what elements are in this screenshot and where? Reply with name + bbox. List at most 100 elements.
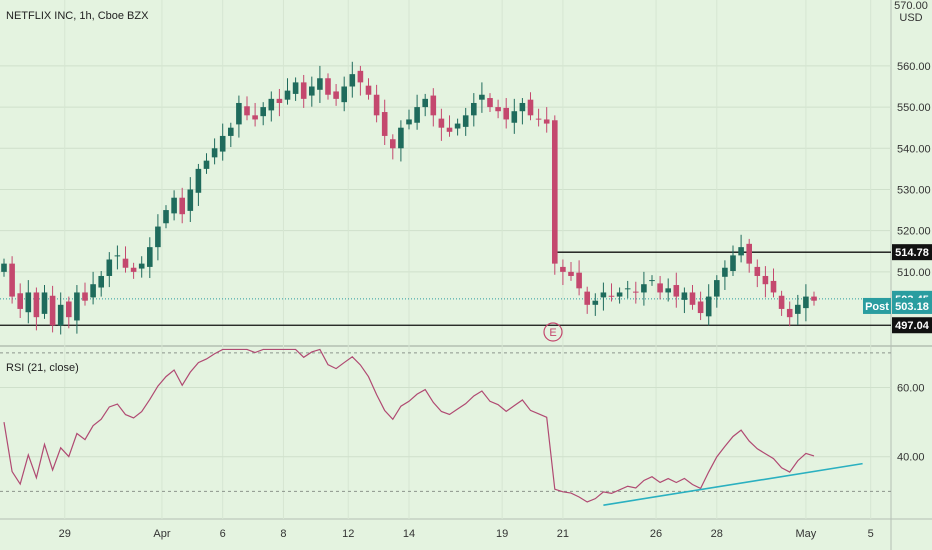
candle[interactable] [552,115,558,275]
candle[interactable] [9,256,15,304]
candle[interactable] [471,93,477,127]
candle[interactable] [770,268,777,298]
candle[interactable] [673,272,680,308]
candle[interactable] [317,65,323,103]
candle[interactable] [41,285,48,319]
candle[interactable] [422,93,428,117]
candle[interactable] [381,99,388,145]
candle[interactable] [438,108,445,141]
candle[interactable] [341,76,347,112]
candle[interactable] [130,262,137,279]
candle[interactable] [462,107,469,136]
candle[interactable] [163,205,169,229]
candle[interactable] [25,280,32,324]
candle[interactable] [738,234,744,263]
candle[interactable] [276,88,283,117]
candle[interactable] [519,98,526,125]
candle[interactable] [762,266,769,298]
candle[interactable] [155,214,161,261]
candle[interactable] [114,245,121,270]
candle[interactable] [446,115,453,137]
earnings-marker[interactable]: E [543,322,563,342]
candle[interactable] [624,280,631,299]
candle[interactable] [398,120,404,162]
rsi-line[interactable] [3,348,815,503]
candle[interactable] [228,122,234,148]
candle[interactable] [219,123,226,161]
candle[interactable] [714,275,720,308]
candle[interactable] [300,74,307,108]
candle[interactable] [325,73,331,100]
candle[interactable] [187,177,194,223]
candle[interactable] [430,88,437,127]
candle[interactable] [309,76,315,107]
candle[interactable] [147,237,153,279]
candle[interactable] [503,98,509,129]
candle[interactable] [106,252,113,288]
candle[interactable] [592,293,599,316]
candle[interactable] [495,99,501,119]
candle[interactable] [414,94,420,130]
candle[interactable] [98,271,104,297]
candle[interactable] [57,292,64,335]
candle[interactable] [479,82,485,113]
candle[interactable] [616,287,623,304]
candle[interactable] [122,246,129,273]
candle[interactable] [649,275,655,286]
candle[interactable] [373,84,380,123]
candle[interactable] [722,260,728,290]
candle[interactable] [211,138,218,165]
candle[interactable] [665,278,671,302]
candle[interactable] [454,118,461,136]
candle[interactable] [195,163,202,206]
candle[interactable] [584,286,590,314]
candle[interactable] [681,287,688,314]
candle[interactable] [568,261,574,281]
candle[interactable] [511,98,518,134]
candle[interactable] [705,284,712,326]
candle[interactable] [697,291,704,321]
candle[interactable] [406,109,412,130]
candle[interactable] [633,281,639,304]
candle[interactable] [260,102,266,126]
candle[interactable] [560,259,566,286]
candle[interactable] [17,283,23,318]
candle[interactable] [171,190,177,221]
candle[interactable] [292,77,299,101]
candle[interactable] [689,285,696,310]
candle[interactable] [252,102,258,127]
candle[interactable] [730,245,736,276]
candle[interactable] [357,65,364,96]
candle[interactable] [236,95,242,138]
candle[interactable] [657,275,663,300]
candle[interactable] [244,96,250,121]
candle[interactable] [600,282,607,311]
candle[interactable] [284,78,291,105]
candle[interactable] [746,238,752,273]
candle[interactable] [33,287,40,331]
candles[interactable] [1,61,817,335]
candle[interactable] [390,134,396,160]
candle[interactable] [349,61,356,98]
candle[interactable] [49,285,56,333]
candle[interactable] [138,256,145,278]
candle[interactable] [365,78,372,100]
candle[interactable] [795,294,801,325]
candle[interactable] [786,301,793,327]
candle[interactable] [268,91,275,122]
candle[interactable] [82,282,88,306]
candle[interactable] [778,290,785,316]
candle[interactable] [641,271,647,306]
candle[interactable] [576,260,582,296]
candle[interactable] [1,258,7,277]
candle[interactable] [203,153,210,174]
candle[interactable] [487,93,493,113]
candle[interactable] [66,296,72,329]
candle[interactable] [90,271,96,305]
rsi-trendline[interactable] [603,462,863,506]
candle[interactable] [811,291,817,306]
candle[interactable] [608,283,615,302]
candle[interactable] [543,107,550,133]
candle[interactable] [333,84,339,106]
candle[interactable] [535,108,542,127]
